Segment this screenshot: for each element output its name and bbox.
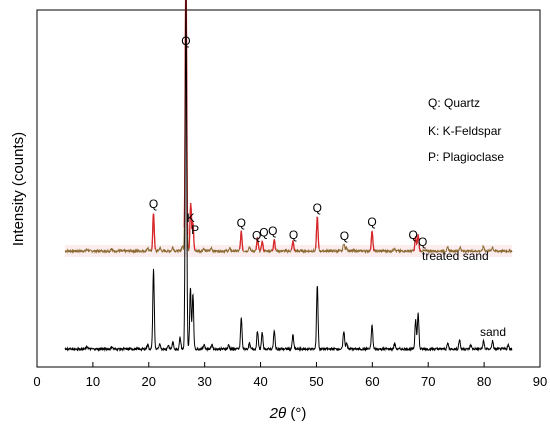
peak-highlight [415,234,421,252]
x-axis-label-unit: (°) [286,405,306,422]
peak-highlight [239,230,244,251]
peak-highlight [151,213,157,250]
peak-label: Q [340,229,349,243]
peak-highlight [190,207,196,251]
peak-label: Q [367,215,376,229]
peak-label: Q [237,216,246,230]
peak-highlight [369,230,375,251]
x-ticks: 0 10 20 30 40 50 60 70 80 90 [33,362,547,389]
series-label-treated-sand: treated sand [422,249,489,263]
peak-highlight [271,239,277,251]
peak-label: Q [149,197,158,211]
x-axis-label: 2θ (°) [269,405,307,422]
peak-label: K [187,211,195,225]
series-line [64,0,513,255]
peak-label: Q [418,235,427,249]
x-tick-label: 10 [86,374,100,389]
peak-label: Q [313,201,322,215]
peak-label: Q [181,34,190,48]
peak-highlight [290,240,296,252]
legend: Q: Quartz K: K-Feldspar P: Plagioclase [428,96,504,164]
x-tick-label: 40 [253,374,267,389]
x-tick-label: 80 [477,374,491,389]
series-label-sand: sand [480,325,506,339]
y-axis-label: Intensity (counts) [10,132,27,246]
peak-label: Q [289,228,298,242]
x-tick-label: 0 [33,374,40,389]
x-tick-label: 50 [309,374,323,389]
peak-label: Q [252,228,261,242]
series-line [64,0,513,353]
peak-highlight [259,240,265,253]
x-tick-label: 90 [533,374,547,389]
x-axis-label-symbol: 2θ [269,405,286,422]
x-tick-label: 30 [197,374,211,389]
legend-entry-k-feldspar: K: K-Feldspar [428,124,501,138]
peak-label: P [191,223,199,237]
peak-highlight [314,216,320,249]
peak-label: Q [259,225,268,239]
plot-frame [36,9,541,368]
x-tick-label: 60 [365,374,379,389]
x-tick-label: 20 [142,374,156,389]
peak-highlight [255,237,260,251]
legend-entry-quartz: Q: Quartz [428,96,480,110]
peak-label: Q [268,224,277,238]
series-layer [64,0,513,353]
legend-entry-plagioclase: P: Plagioclase [428,150,504,164]
x-tick-label: 70 [421,374,435,389]
peak-label: Q [408,228,417,242]
